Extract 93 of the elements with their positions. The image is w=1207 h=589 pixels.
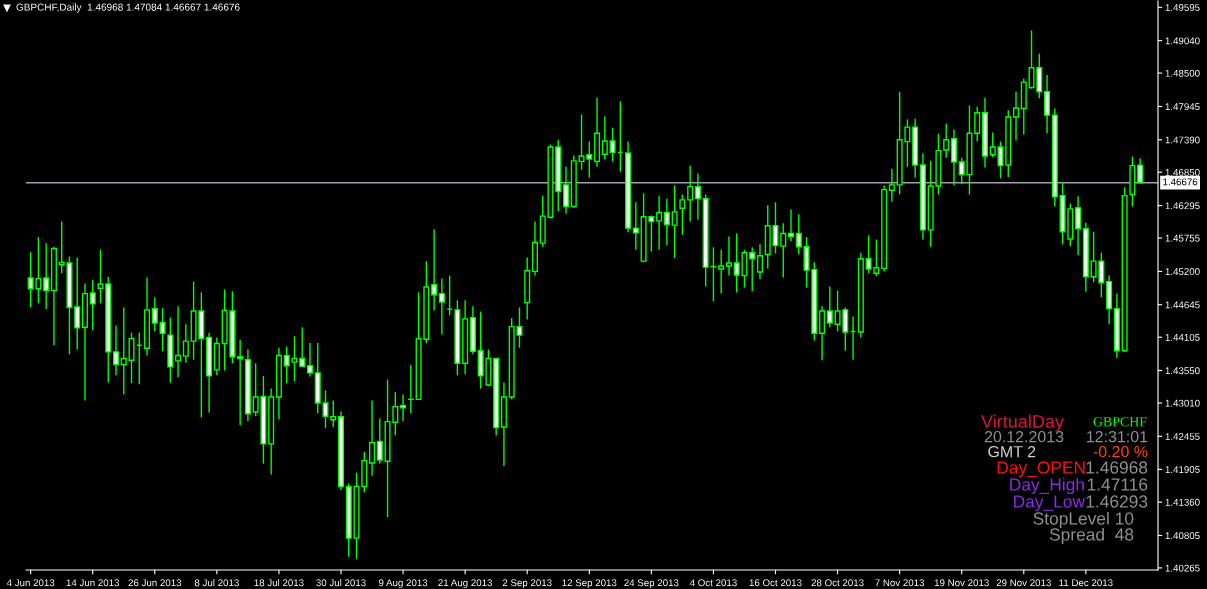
x-tick-label: 4 Jun 2013 (6, 579, 55, 587)
candlestick (438, 277, 445, 336)
annotation: 20.12.2013 (984, 430, 1064, 443)
candlestick (74, 256, 81, 351)
candlestick (787, 208, 795, 243)
annotation: 1.47116 (1087, 478, 1148, 491)
y-tick-label: 1.45200 (1165, 268, 1200, 275)
candlestick (89, 279, 96, 331)
annotation: 12:31:01 (1087, 430, 1148, 443)
candlestick (1137, 157, 1144, 184)
candlestick (237, 339, 244, 426)
x-tick-label: 28 Oct 2013 (811, 579, 864, 587)
candlestick (819, 305, 826, 362)
candlestick (112, 324, 120, 377)
y-tick-label: 1.47390 (1165, 136, 1200, 144)
candlestick (376, 417, 383, 465)
y-tick-label: 1.41905 (1165, 466, 1200, 473)
candlestick (679, 193, 686, 236)
x-tick-label: 29 Nov 2013 (996, 579, 1051, 587)
y-tick-label: 1.46850 (1165, 168, 1200, 176)
candlestick (974, 106, 981, 143)
candlestick (43, 242, 50, 310)
candlestick (1044, 74, 1051, 134)
x-tick-label: 14 Jun 2013 (66, 579, 120, 587)
x-tick-label: 24 Sep 2013 (624, 579, 679, 589)
candlestick (306, 342, 313, 378)
y-tick-label: 1.44645 (1165, 301, 1200, 309)
annotation: StopLevel 10 (1033, 511, 1134, 529)
y-tick-label: 1.46295 (1165, 202, 1200, 210)
ref-line-label: 1.46676 (1163, 178, 1198, 186)
candlestick (826, 285, 833, 328)
chart-title: GBPCHF,Daily 1.46968 1.47084 1.46667 1.46676 (16, 3, 240, 13)
candlestick (749, 246, 756, 292)
y-tick-label: 1.40805 (1165, 532, 1200, 540)
y-tick-label: 1.42455 (1165, 433, 1200, 440)
y-tick-label: 1.43010 (1165, 399, 1200, 407)
candlestick (1012, 91, 1020, 142)
candlestick (663, 197, 670, 247)
candlestick (943, 122, 950, 159)
annotation: Spread 48 (1049, 527, 1134, 545)
candlestick (950, 128, 957, 187)
x-tick-label: 11 Dec 2013 (1059, 579, 1113, 587)
y-tick-label: 1.40265 (1165, 564, 1200, 572)
x-tick-label: 18 Jul 2013 (254, 579, 304, 587)
annotation: GBPCHF (1093, 417, 1147, 427)
annotation: GMT 2 (988, 445, 1036, 458)
x-tick-label: 12 Sep 2013 (562, 579, 617, 589)
y-tick-label: 1.41360 (1165, 498, 1200, 506)
candlestick (159, 307, 166, 352)
x-tick-label: 19 Nov 2013 (934, 579, 989, 587)
x-tick-label: 4 Oct 2013 (689, 579, 737, 587)
annotation: Day_Low (1014, 495, 1086, 512)
y-tick-label: 1.47945 (1165, 103, 1200, 111)
x-tick-label: 21 Aug 2013 (438, 579, 493, 589)
candlestick (671, 184, 678, 259)
candlestick (718, 249, 725, 295)
annotation: VirtualDay (981, 414, 1064, 432)
candlestick (299, 326, 306, 368)
x-tick-label: 7 Nov 2013 (875, 579, 925, 587)
candlestick (431, 228, 438, 312)
candlestick (795, 213, 802, 256)
x-tick-label: 16 Oct 2013 (749, 579, 802, 587)
candlestick (182, 323, 189, 364)
candlestick (687, 164, 694, 223)
candlestick (369, 399, 376, 477)
y-tick-label: 1.48500 (1165, 69, 1200, 77)
y-tick-label: 1.49595 (1165, 4, 1200, 11)
annotation: Day_High (1010, 477, 1084, 495)
candlestick (151, 296, 158, 333)
y-tick-label: 1.43550 (1165, 367, 1200, 375)
x-tick-label: 9 Aug 2013 (378, 579, 428, 589)
candlestick (632, 201, 639, 251)
x-tick-label: 26 Jun 2013 (128, 579, 182, 587)
candlestick (609, 127, 616, 163)
x-tick-label: 8 Jul 2013 (194, 579, 239, 587)
candlestick (756, 243, 763, 280)
candlestick (1075, 195, 1082, 256)
annotation: 1.46968 (1086, 461, 1148, 474)
candlestick (175, 305, 182, 378)
candlestick (601, 115, 608, 161)
y-tick-label: 1.45755 (1165, 234, 1200, 242)
y-tick-label: 1.49040 (1165, 37, 1200, 45)
annotation: -0.20 % (1093, 445, 1148, 458)
x-tick-label: 30 Jul 2013 (316, 579, 366, 587)
candlestick (888, 167, 895, 203)
y-tick-label: 1.44105 (1165, 333, 1200, 341)
candlestick (725, 235, 732, 277)
annotation: 1.46293 (1086, 495, 1148, 508)
candlestick (694, 172, 701, 221)
candlestick (562, 166, 570, 215)
annotation: Day_OPEN (997, 461, 1085, 478)
candlestick (656, 194, 663, 251)
x-tick-label: 2 Sep 2013 (502, 579, 552, 589)
